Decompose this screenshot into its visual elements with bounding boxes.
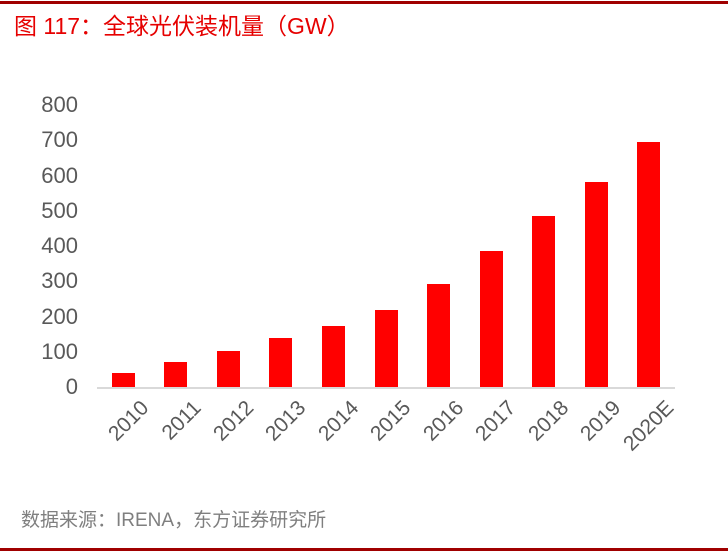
bar-2018 — [532, 216, 556, 387]
bar-2013 — [269, 338, 293, 387]
x-tick-label: 2013 — [261, 396, 311, 446]
x-tick-label: 2010 — [103, 396, 153, 446]
bar-2016 — [427, 284, 451, 387]
top-rule — [0, 1, 728, 4]
bar-slot — [307, 105, 360, 387]
x-tick-label: 2017 — [471, 396, 521, 446]
data-source: 数据来源：IRENA，东方证券研究所 — [21, 510, 327, 531]
x-tick-label: 2015 — [366, 396, 416, 446]
bottom-rule — [0, 548, 728, 551]
bar-slot — [202, 105, 255, 387]
x-tick-label: 2018 — [523, 396, 574, 446]
bar-slot — [622, 105, 675, 387]
bar-slot — [150, 105, 203, 387]
x-tick-label: 2014 — [313, 396, 364, 446]
bar-2010 — [111, 372, 135, 387]
x-axis-labels: 2010 2011 2012 2013 2014 2015 2016 2017 2018 2019… — [97, 396, 679, 459]
bar-slot — [97, 105, 150, 387]
bar-2014 — [321, 326, 345, 387]
bar-slot — [570, 105, 623, 387]
x-tick-label: 2011 — [157, 396, 206, 445]
x-tick-label: 2019 — [576, 396, 626, 446]
bar-2019 — [584, 182, 608, 387]
bar-2015 — [374, 310, 398, 387]
y-tick-label: 400 — [41, 233, 78, 258]
y-tick-label: 200 — [41, 303, 78, 329]
y-axis-labels: 0 100 200 300 400 500 600 700 800 — [0, 94, 78, 398]
bar-slot — [360, 105, 413, 387]
bar-2011 — [164, 361, 188, 387]
figure-title: 图 117：全球光伏装机量（GW） — [14, 13, 350, 39]
bar-2017 — [479, 250, 503, 387]
y-tick-label: 700 — [41, 127, 78, 153]
bar-slot — [412, 105, 465, 387]
y-tick-label: 100 — [41, 338, 78, 364]
bar-2020E — [637, 141, 661, 387]
y-tick-label: 600 — [41, 162, 78, 188]
bar-slot — [517, 105, 570, 387]
x-tick-label: 2012 — [208, 396, 258, 446]
x-tick-label: 2016 — [418, 396, 469, 446]
bar-slot — [465, 105, 518, 387]
y-tick-label: 800 — [41, 92, 78, 117]
bar-slot — [255, 105, 308, 387]
bar-2012 — [216, 351, 240, 387]
x-tick-label: 2020E — [619, 396, 679, 456]
bars — [97, 105, 675, 387]
plot-area — [97, 105, 675, 389]
y-tick-label: 500 — [41, 197, 78, 223]
y-tick-label: 300 — [41, 268, 78, 294]
y-tick-label: 0 — [65, 374, 78, 399]
